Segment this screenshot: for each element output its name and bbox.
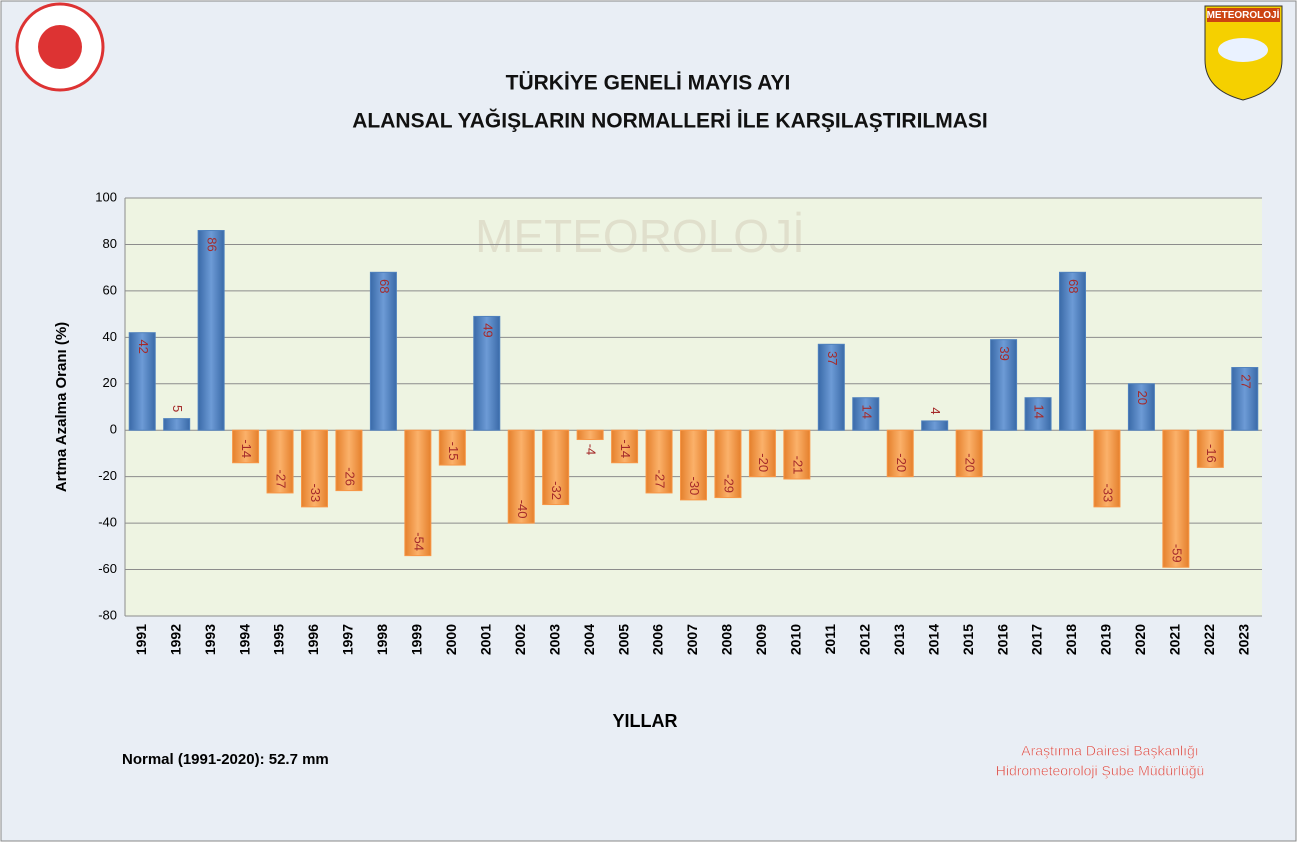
x-tick-label: 2009 xyxy=(753,624,769,655)
data-label: -14 xyxy=(618,439,633,458)
x-tick-label: 2019 xyxy=(1098,624,1114,655)
data-label: -20 xyxy=(963,453,978,472)
data-label: -54 xyxy=(411,532,426,551)
data-label: 20 xyxy=(1135,391,1150,405)
y-tick-label: -40 xyxy=(98,515,117,530)
y-tick-label: 60 xyxy=(103,282,117,297)
x-tick-label: 1991 xyxy=(133,624,149,655)
bar xyxy=(164,419,190,431)
x-tick-label: 2021 xyxy=(1167,624,1183,655)
bar xyxy=(370,272,396,430)
y-tick-label: 0 xyxy=(110,422,117,437)
x-tick-label: 2014 xyxy=(925,624,941,655)
data-label: 14 xyxy=(1032,404,1047,418)
note: Normal (1991-2020): 52.7 mm xyxy=(122,751,329,768)
x-tick-label: 2006 xyxy=(650,624,666,655)
data-label: -14 xyxy=(239,439,254,458)
data-label: 49 xyxy=(480,323,495,337)
x-tick-label: 2022 xyxy=(1201,624,1217,655)
data-label: -27 xyxy=(653,470,668,489)
credit: Araştırma Dairesi Başkanlığı xyxy=(1021,743,1198,759)
data-label: -33 xyxy=(1101,483,1116,502)
y-tick-label: 20 xyxy=(103,375,117,390)
data-label: -32 xyxy=(549,481,564,500)
x-tick-label: 2000 xyxy=(443,624,459,655)
data-label: -20 xyxy=(756,453,771,472)
x-tick-label: 1997 xyxy=(340,624,356,655)
data-label: -29 xyxy=(722,474,737,493)
x-tick-label: 1993 xyxy=(202,624,218,655)
data-label: -16 xyxy=(1204,444,1219,463)
x-tick-label: 2018 xyxy=(1063,624,1079,655)
x-tick-label: 1992 xyxy=(167,624,183,655)
bar xyxy=(577,430,603,439)
x-tick-label: 2007 xyxy=(684,624,700,655)
y-tick-label: 40 xyxy=(103,329,117,344)
data-label: 4 xyxy=(928,407,943,414)
x-tick-label: 2017 xyxy=(1029,624,1045,655)
data-label: -27 xyxy=(274,470,289,489)
x-tick-label: 1994 xyxy=(236,624,252,655)
y-tick-label: 80 xyxy=(103,236,117,251)
x-tick-label: 2005 xyxy=(615,624,631,655)
data-label: -40 xyxy=(515,500,530,519)
y-axis-label: Artma Azalma Oranı (%) xyxy=(53,322,70,492)
y-tick-label: 100 xyxy=(95,189,117,204)
bar xyxy=(198,231,224,431)
x-tick-label: 2023 xyxy=(1235,624,1251,655)
y-tick-label: -20 xyxy=(98,468,117,483)
x-axis-label: YILLAR xyxy=(613,711,678,731)
logo-text: METEOROLOJİ xyxy=(1207,8,1280,21)
bar xyxy=(1060,272,1086,430)
x-tick-label: 2002 xyxy=(512,624,528,655)
x-tick-label: 2015 xyxy=(960,624,976,655)
x-tick-label: 2001 xyxy=(477,624,493,655)
right-logo: METEOROLOJİ xyxy=(1205,6,1282,100)
data-label: 5 xyxy=(170,405,185,412)
credit: Hidrometeoroloji Şube Müdürlüğü xyxy=(996,763,1205,779)
watermark: METEOROLOJİ xyxy=(475,210,805,262)
data-label: 86 xyxy=(205,237,220,251)
x-tick-label: 2012 xyxy=(856,624,872,655)
data-label: -59 xyxy=(1169,544,1184,563)
left-logo xyxy=(17,4,103,90)
data-label: 37 xyxy=(825,351,840,365)
x-tick-label: 1998 xyxy=(374,624,390,655)
x-tick-label: 2004 xyxy=(581,624,597,655)
x-tick-label: 1995 xyxy=(271,624,287,655)
data-label: 42 xyxy=(136,339,151,353)
x-tick-label: 2013 xyxy=(891,624,907,655)
x-tick-label: 2011 xyxy=(822,624,838,655)
x-tick-label: 2003 xyxy=(546,624,562,655)
data-label: -30 xyxy=(687,476,702,495)
y-tick-label: -60 xyxy=(98,561,117,576)
data-label: -15 xyxy=(446,442,461,461)
x-tick-label: 2016 xyxy=(994,624,1010,655)
data-label: 27 xyxy=(1238,374,1253,388)
data-label: 68 xyxy=(377,279,392,293)
data-label: -4 xyxy=(584,444,599,456)
data-label: 39 xyxy=(997,346,1012,360)
data-label: -33 xyxy=(308,483,323,502)
data-label: -20 xyxy=(894,453,909,472)
x-tick-label: 2010 xyxy=(788,624,804,655)
data-label: -21 xyxy=(790,456,805,475)
x-tick-label: 2020 xyxy=(1132,624,1148,655)
y-tick-label: -80 xyxy=(98,607,117,622)
bar xyxy=(922,421,948,430)
x-tick-label: 1996 xyxy=(305,624,321,655)
x-tick-label: 2008 xyxy=(719,624,735,655)
data-label: -26 xyxy=(343,467,358,486)
chart: METEOROLOJİ METEOROLOJİ TÜRKİYE GENELİ M… xyxy=(0,0,1297,842)
data-label: 68 xyxy=(1066,279,1081,293)
data-label: 14 xyxy=(859,404,874,418)
chart-subtitle: ALANSAL YAĞIŞLARIN NORMALLERİ İLE KARŞIL… xyxy=(352,109,987,133)
chart-title: TÜRKİYE GENELİ MAYIS AYI xyxy=(506,72,791,95)
x-tick-label: 1999 xyxy=(409,624,425,655)
